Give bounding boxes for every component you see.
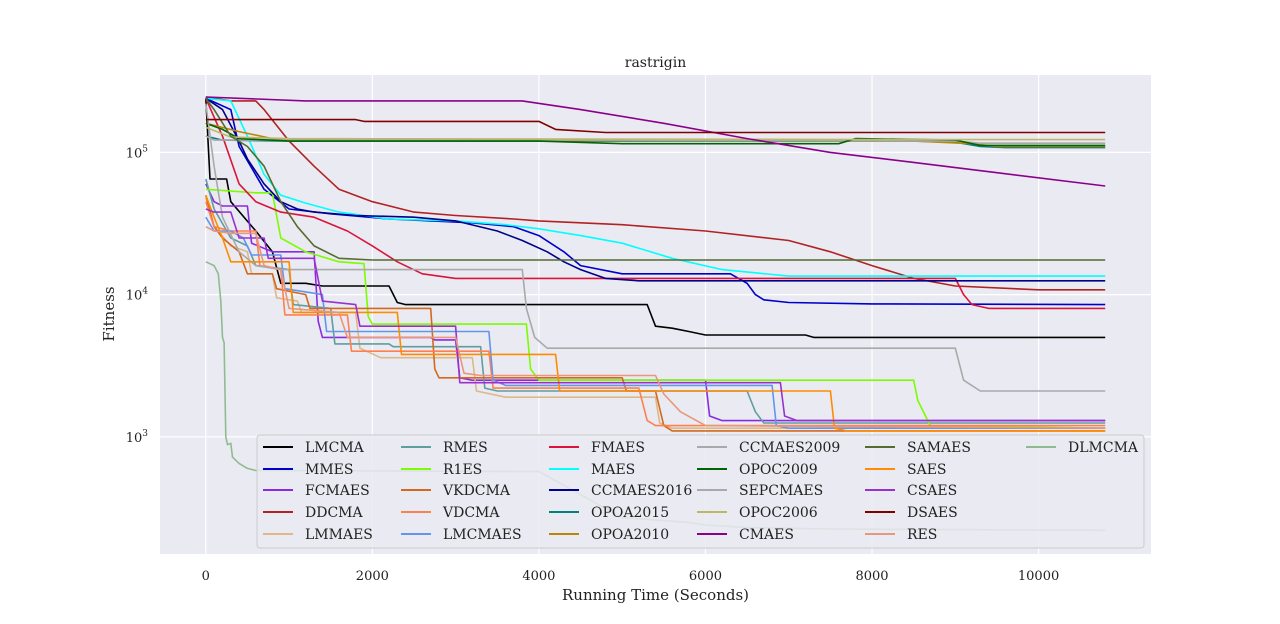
legend-label: DDCMA <box>305 505 363 521</box>
series-line-opoc2006 <box>205 126 1106 141</box>
series-line-fmaes <box>205 97 1106 310</box>
legend-label: LMCMAES <box>443 527 522 543</box>
x-tick-label: 6000 <box>689 569 722 584</box>
series-line-cmaes <box>205 96 1106 187</box>
series-line-maes <box>205 97 1106 277</box>
legend-label: RMES <box>443 440 488 456</box>
legend-label: OPOA2010 <box>591 527 669 543</box>
series-line-ccmaes2009 <box>205 135 1106 144</box>
legend: LMCMA MMES FCMAES DDCMA LMMAES RMES R1ES VKDCMA… <box>256 434 1145 549</box>
legend-label: OPOA2015 <box>591 505 669 521</box>
y-tick-label: 103 <box>126 429 149 446</box>
legend-label: SAES <box>907 462 947 478</box>
series-line-r1es <box>205 188 1106 429</box>
legend-label: MMES <box>305 462 353 478</box>
legend-label: CCMAES2016 <box>591 483 692 499</box>
legend-items: LMCMA MMES FCMAES DDCMA LMMAES RMES R1ES VKDCMA… <box>263 440 1139 543</box>
legend-label: VKDCMA <box>442 483 511 499</box>
legend-label: RES <box>907 527 937 543</box>
legend-label: FCMAES <box>305 483 370 499</box>
series-line-ccmaes2016 <box>205 97 1106 282</box>
y-tick-labels: 103 104 105 <box>126 144 149 445</box>
series-line-dsaes <box>205 118 1106 134</box>
legend-label: LMCMA <box>305 440 365 456</box>
legend-label: CSAES <box>907 483 957 499</box>
y-tick-label: 105 <box>126 144 149 161</box>
series-line-vdcma <box>205 201 1106 427</box>
x-tick-labels: 0 2000 4000 6000 8000 10000 <box>202 569 1060 584</box>
legend-label: LMMAES <box>305 527 373 543</box>
y-axis-label: Fitness <box>100 286 118 341</box>
series-line-opoc2009 <box>205 122 1106 147</box>
legend-label: SEPCMAES <box>739 483 823 499</box>
legend-label: FMAES <box>591 440 645 456</box>
legend-label: DSAES <box>907 505 958 521</box>
legend-label: OPOC2009 <box>739 462 818 478</box>
legend-label: CCMAES2009 <box>739 440 840 456</box>
x-tick-label: 4000 <box>522 569 555 584</box>
legend-label: OPOC2006 <box>739 505 818 521</box>
x-tick-label: 8000 <box>855 569 888 584</box>
legend-label: VDCMA <box>442 505 500 521</box>
legend-label: SAMAES <box>907 440 971 456</box>
x-tick-label: 10000 <box>1018 569 1059 584</box>
legend-box <box>256 434 1145 549</box>
series-line-samaes <box>205 97 1106 261</box>
y-tick-label: 104 <box>126 287 149 304</box>
x-axis-label: Running Time (Seconds) <box>562 586 749 604</box>
legend-label: MAES <box>591 462 635 478</box>
chart-title: rastrigin <box>625 55 686 71</box>
series-line-sepcmaes <box>205 103 1106 392</box>
x-tick-label: 0 <box>202 569 210 584</box>
legend-label: DLMCMA <box>1068 440 1139 456</box>
legend-label: R1ES <box>443 462 482 478</box>
x-tick-label: 2000 <box>356 569 389 584</box>
legend-label: CMAES <box>739 527 794 543</box>
series-line-saes <box>205 194 1106 432</box>
series-line-res <box>205 225 1106 429</box>
